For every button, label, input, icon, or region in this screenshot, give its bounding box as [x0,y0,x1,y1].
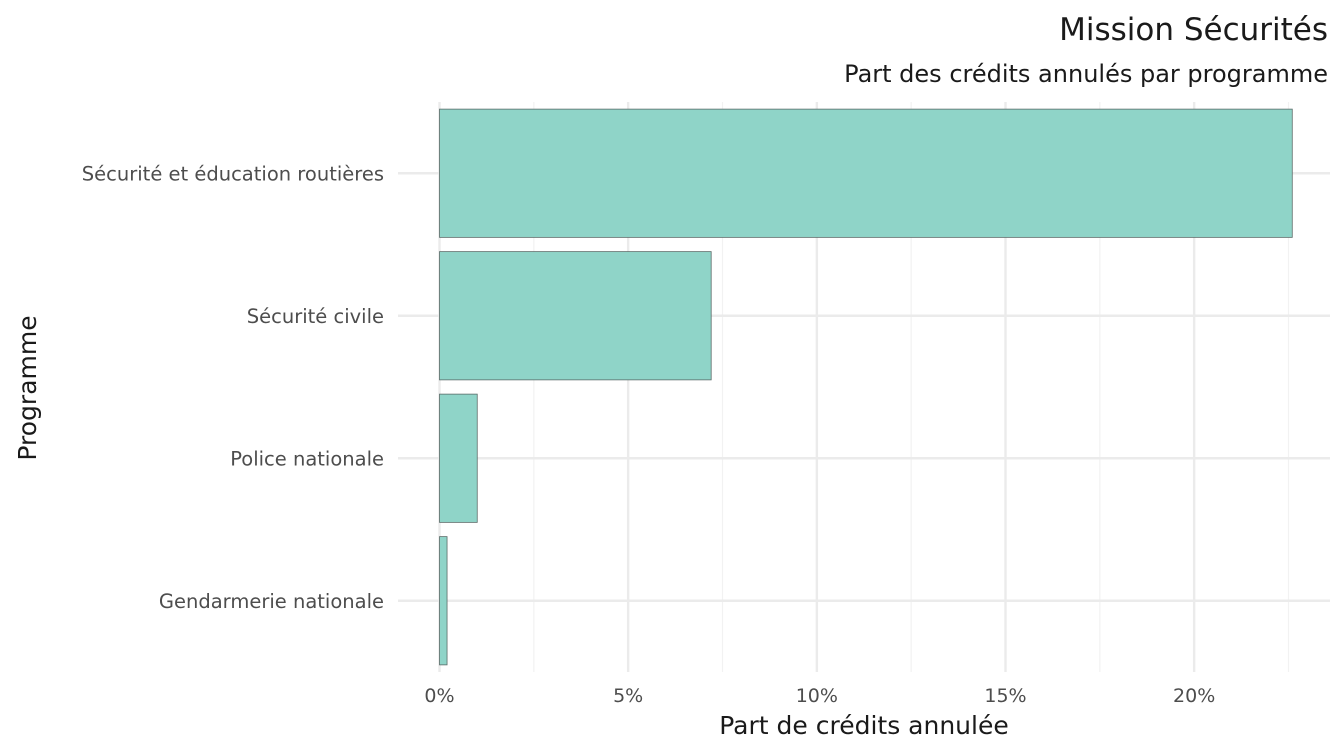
y-axis-labels: Sécurité et éducation routières Sécurité … [82,162,384,613]
bar [439,536,448,666]
x-tick-label: 10% [796,685,838,707]
x-tick-label: 5% [613,685,643,707]
bar [439,393,478,523]
x-tick-label: 20% [1173,685,1215,707]
x-axis-labels: 0% 5% 10% 15% 20% [424,685,1215,707]
x-tick-label: 0% [424,685,454,707]
y-axis-title: Programme [13,315,42,460]
x-axis-title: Part de crédits annulée [719,711,1009,740]
x-tick-label: 15% [984,685,1026,707]
chart-subtitle: Part des crédits annulés par programme [844,60,1328,88]
chart-title: Mission Sécurités [1059,12,1328,48]
bar [439,108,1293,238]
bars [439,108,1293,666]
y-tick-label: Gendarmerie nationale [159,590,384,613]
y-tick-label: Police nationale [230,447,384,470]
y-tick-label: Sécurité civile [247,305,384,328]
y-tick-label: Sécurité et éducation routières [82,162,384,185]
bar [439,251,712,381]
